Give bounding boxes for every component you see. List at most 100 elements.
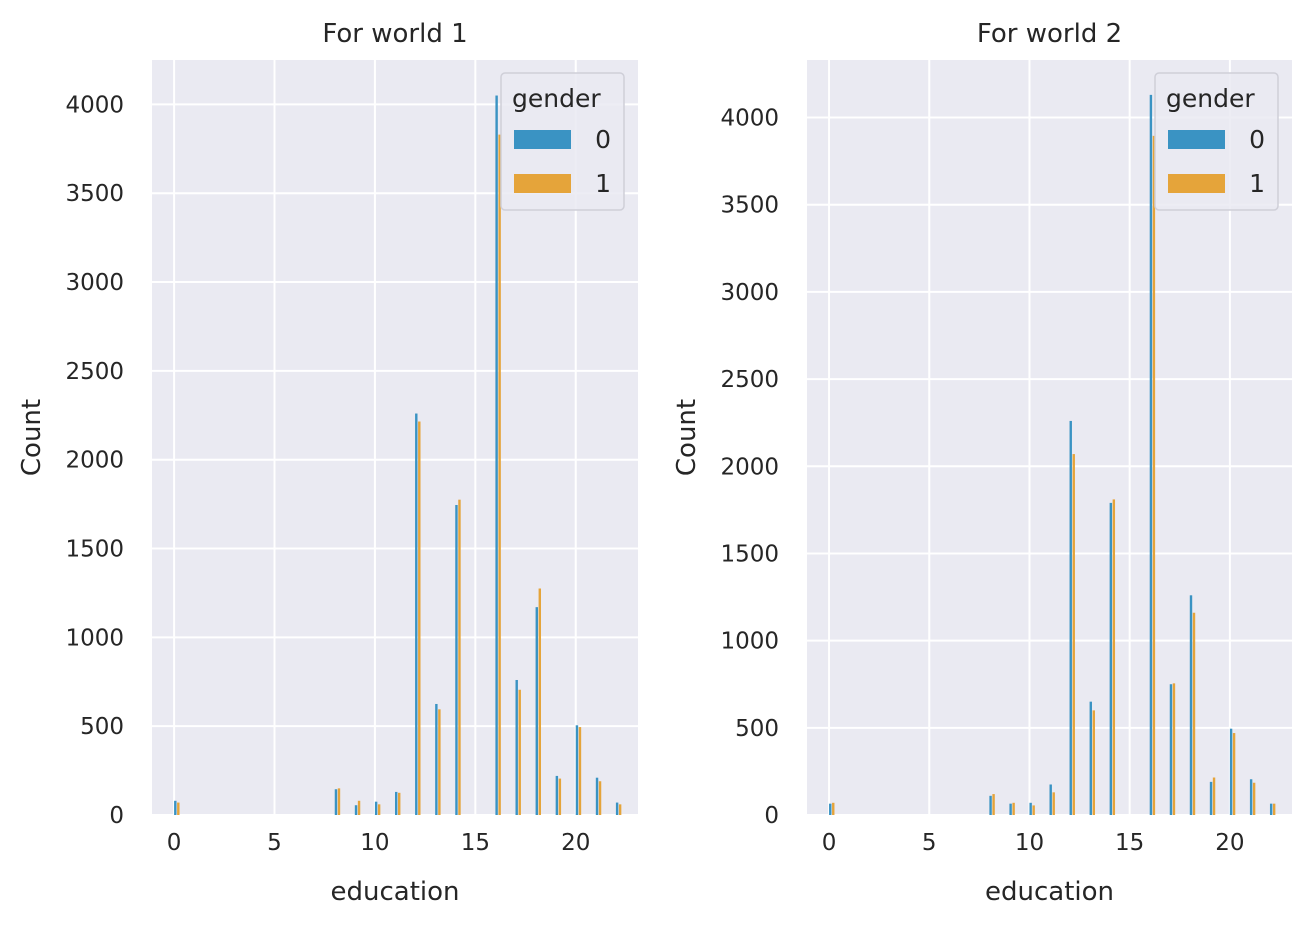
bar-gender-1 bbox=[1012, 802, 1015, 815]
bar-gender-1 bbox=[618, 804, 622, 815]
grid-lines bbox=[152, 60, 638, 816]
bar-gender-1 bbox=[832, 802, 835, 815]
x-tick-label: 0 bbox=[167, 830, 182, 856]
bar-gender-1 bbox=[1072, 454, 1075, 815]
bar-gender-1 bbox=[1092, 710, 1095, 815]
x-axis-label: education bbox=[985, 877, 1114, 907]
bar-gender-0 bbox=[455, 505, 458, 815]
legend-title: gender bbox=[512, 84, 601, 113]
bar-gender-0 bbox=[1049, 784, 1052, 815]
legend-label-1: 1 bbox=[595, 169, 611, 198]
bar-gender-1 bbox=[578, 727, 582, 815]
bar-gender-0 bbox=[374, 801, 378, 815]
bar-gender-1 bbox=[177, 802, 180, 815]
bar-gender-1 bbox=[1232, 733, 1236, 815]
bar-gender-0 bbox=[1169, 684, 1173, 815]
y-tick-label: 2000 bbox=[720, 454, 779, 480]
legend-label-1: 1 bbox=[1249, 169, 1265, 198]
legend-label-0: 0 bbox=[1249, 125, 1265, 154]
x-tick-label: 10 bbox=[1015, 830, 1044, 856]
bar-gender-0 bbox=[1209, 781, 1213, 815]
bar-gender-0 bbox=[575, 725, 579, 815]
bar-gender-1 bbox=[1212, 777, 1216, 815]
bar-gender-0 bbox=[1149, 94, 1153, 815]
bar-gender-1 bbox=[337, 788, 341, 815]
bars bbox=[174, 95, 622, 816]
chart-title: For world 1 bbox=[322, 19, 467, 49]
bar-gender-1 bbox=[418, 421, 421, 815]
bar-gender-1 bbox=[1152, 135, 1156, 815]
y-axis-label: Count bbox=[672, 399, 702, 476]
y-tick-label: 1500 bbox=[65, 537, 124, 563]
y-axis-label: Count bbox=[17, 399, 47, 476]
y-tick-label: 1000 bbox=[65, 625, 124, 651]
x-tick-label: 20 bbox=[1215, 830, 1244, 856]
bar-gender-1 bbox=[992, 794, 995, 815]
y-tick-label: 3000 bbox=[720, 280, 779, 306]
x-tick-label: 15 bbox=[1115, 830, 1144, 856]
bar-gender-0 bbox=[1229, 728, 1233, 815]
bar-gender-1 bbox=[538, 588, 542, 815]
bar-gender-0 bbox=[1009, 803, 1012, 815]
x-tick-label: 5 bbox=[922, 830, 937, 856]
legend-swatch-1 bbox=[514, 174, 571, 193]
x-tick-label: 15 bbox=[461, 830, 490, 856]
chart-title: For world 2 bbox=[977, 19, 1122, 49]
y-tick-label: 1500 bbox=[720, 541, 779, 567]
chart-panel-world-1: 0 5 10 15 2005001000150020002500300035004000… bbox=[17, 19, 638, 907]
bar-gender-0 bbox=[1089, 701, 1092, 815]
bar-gender-1 bbox=[1052, 792, 1055, 815]
bar-gender-0 bbox=[1189, 595, 1193, 815]
x-tick-label: 5 bbox=[267, 830, 282, 856]
y-tick-label: 0 bbox=[764, 803, 779, 829]
y-tick-label: 2500 bbox=[720, 367, 779, 393]
bar-gender-1 bbox=[1192, 612, 1196, 815]
bar-gender-1 bbox=[438, 709, 441, 815]
y-tick-label: 4000 bbox=[65, 92, 124, 118]
bar-gender-0 bbox=[174, 800, 177, 815]
y-tick-label: 1000 bbox=[720, 629, 779, 655]
legend: gender 0 1 bbox=[1154, 72, 1279, 211]
bar-gender-1 bbox=[1032, 805, 1035, 815]
legend-swatch-0 bbox=[514, 130, 571, 149]
y-tick-label: 3000 bbox=[65, 270, 124, 296]
bar-gender-0 bbox=[1069, 420, 1072, 815]
bar-gender-0 bbox=[1109, 502, 1113, 815]
y-tick-label: 2000 bbox=[65, 448, 124, 474]
legend-swatch-0 bbox=[1168, 130, 1225, 149]
bar-gender-0 bbox=[515, 679, 518, 815]
bar-gender-0 bbox=[334, 789, 338, 815]
bar-gender-1 bbox=[398, 792, 401, 815]
x-tick-label: 0 bbox=[822, 830, 837, 856]
bar-gender-1 bbox=[1272, 803, 1276, 815]
y-tick-label: 0 bbox=[109, 803, 124, 829]
bar-gender-1 bbox=[598, 781, 602, 815]
bar-gender-1 bbox=[498, 134, 501, 816]
x-axis-label: education bbox=[330, 877, 459, 907]
bar-gender-1 bbox=[1252, 782, 1256, 815]
bars bbox=[829, 94, 1276, 815]
legend-title: gender bbox=[1166, 84, 1255, 113]
bar-gender-1 bbox=[357, 800, 361, 815]
y-tick-label: 3500 bbox=[720, 193, 779, 219]
bar-gender-0 bbox=[555, 775, 559, 815]
x-tick-label: 10 bbox=[360, 830, 389, 856]
y-tick-label: 3500 bbox=[65, 181, 124, 207]
chart-panel-world-2: 0 5 10 15 2005001000150020002500300035004000… bbox=[672, 19, 1292, 907]
legend-swatch-1 bbox=[1168, 174, 1225, 193]
bar-gender-0 bbox=[415, 413, 418, 815]
y-tick-label: 500 bbox=[735, 716, 779, 742]
bar-gender-1 bbox=[1172, 683, 1176, 815]
bar-gender-1 bbox=[458, 499, 461, 815]
bar-gender-1 bbox=[518, 689, 521, 815]
bar-gender-0 bbox=[354, 805, 358, 815]
y-tick-label: 2500 bbox=[65, 359, 124, 385]
bar-gender-0 bbox=[395, 791, 398, 815]
x-tick-label: 20 bbox=[561, 830, 590, 856]
bar-gender-0 bbox=[1029, 802, 1032, 815]
tick-labels: 0 5 10 15 20 0 500 1000 1500 2000 2500 3000 3500 4000 bbox=[720, 106, 1244, 856]
bar-gender-0 bbox=[495, 95, 498, 815]
bar-gender-1 bbox=[558, 778, 562, 815]
legend-label-0: 0 bbox=[595, 125, 611, 154]
